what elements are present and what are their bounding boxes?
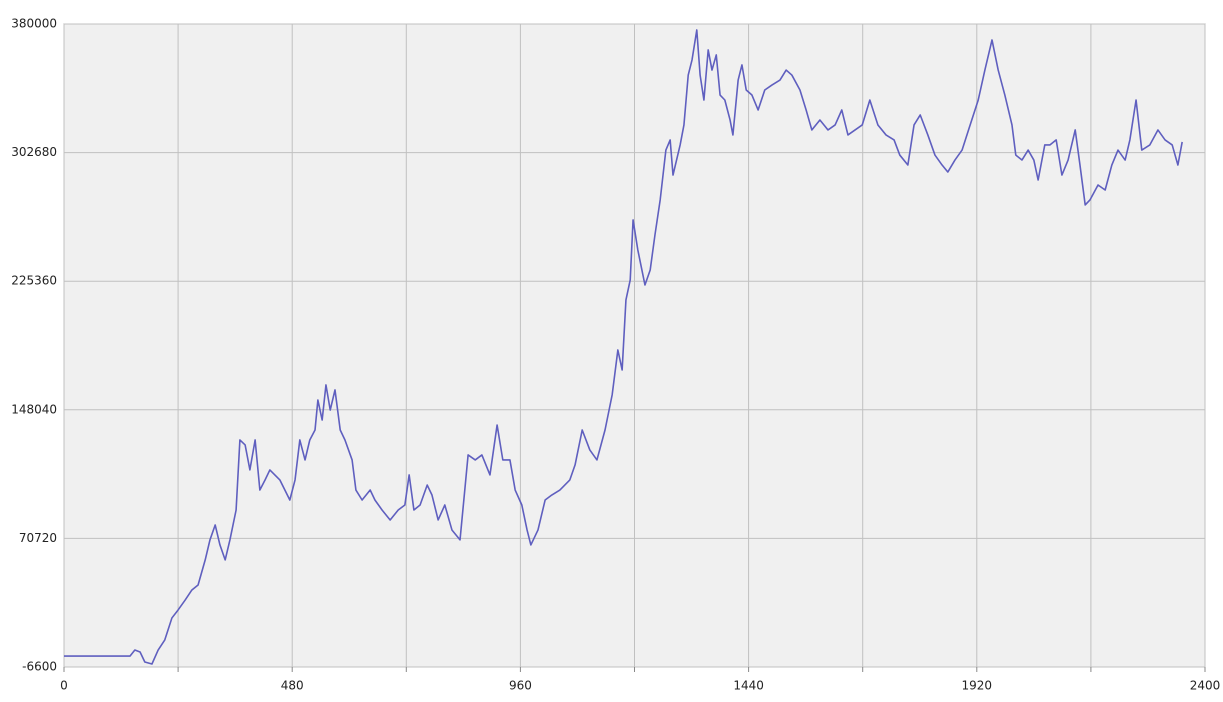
x-tick-label: 960 [509, 679, 532, 693]
x-tick-label: 2400 [1190, 679, 1221, 693]
x-tick-label: 1440 [733, 679, 764, 693]
x-tick-label: 480 [281, 679, 304, 693]
y-tick-label: 380000 [11, 17, 57, 31]
y-tick-label: -6600 [22, 660, 57, 674]
x-tick-label: 0 [60, 679, 68, 693]
y-tick-label: 225360 [11, 274, 57, 288]
x-tick-label: 1920 [962, 679, 993, 693]
y-tick-label: 70720 [19, 531, 57, 545]
data-line [64, 29, 1183, 665]
y-tick-label: 148040 [11, 402, 57, 416]
y-tick-label: 302680 [11, 145, 57, 159]
